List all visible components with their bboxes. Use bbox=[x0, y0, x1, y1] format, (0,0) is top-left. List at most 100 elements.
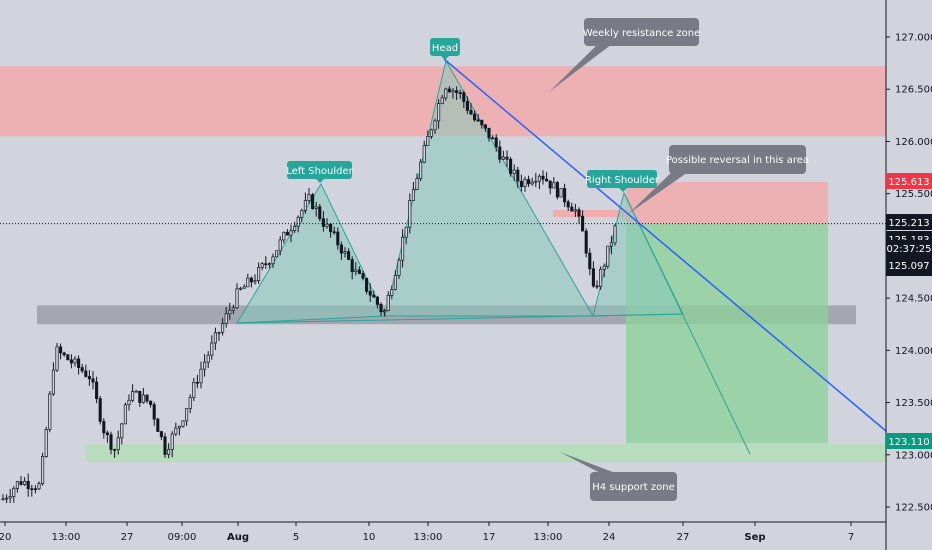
candle-body bbox=[181, 420, 185, 427]
right-shoulder-label[interactable]: Right Shoulder bbox=[585, 170, 660, 192]
svg-text:Head: Head bbox=[432, 43, 458, 54]
candle-body bbox=[217, 331, 221, 334]
x-tick-label: 27 bbox=[121, 532, 134, 543]
candle-body bbox=[278, 239, 282, 252]
candle-body bbox=[530, 181, 534, 185]
candle-body bbox=[282, 231, 286, 241]
candle-body bbox=[321, 218, 325, 227]
x-tick-label: 27 bbox=[677, 532, 690, 543]
candle-body bbox=[37, 483, 41, 490]
candle-body bbox=[422, 145, 426, 163]
candle-body bbox=[505, 156, 509, 160]
svg-text:Possible reversal in this area: Possible reversal in this area bbox=[666, 155, 809, 166]
svg-text:Left Shoulder: Left Shoulder bbox=[286, 166, 353, 177]
candle-body bbox=[465, 101, 469, 111]
candle-body bbox=[368, 291, 372, 296]
y-tick-label: 123.500 bbox=[895, 398, 932, 409]
candle-body bbox=[516, 169, 520, 182]
candle-body bbox=[192, 381, 196, 398]
candle-body bbox=[8, 496, 12, 499]
candle-body bbox=[419, 161, 423, 179]
candle-body bbox=[527, 179, 531, 185]
head-label[interactable]: Head bbox=[430, 38, 460, 60]
candle-body bbox=[458, 92, 462, 94]
candle-body bbox=[235, 288, 239, 309]
candle-body bbox=[285, 231, 289, 236]
price-badge bbox=[886, 240, 932, 276]
candle-body bbox=[552, 182, 556, 189]
candle-body bbox=[26, 480, 30, 490]
x-tick-label: 13:00 bbox=[52, 532, 81, 543]
x-tick-label: 10 bbox=[363, 532, 376, 543]
price-badge bbox=[886, 214, 932, 230]
candle-body bbox=[98, 398, 102, 422]
candle-body bbox=[199, 368, 203, 384]
x-tick-label: 13:00 bbox=[534, 532, 563, 543]
target-zone bbox=[626, 223, 828, 444]
candle-body bbox=[62, 352, 66, 356]
candle-body bbox=[375, 296, 379, 305]
candle-body bbox=[293, 225, 297, 232]
candle-body bbox=[206, 354, 210, 363]
candle-body bbox=[541, 175, 545, 180]
candle-body bbox=[242, 286, 246, 289]
candle-body bbox=[113, 449, 117, 451]
candle-body bbox=[12, 488, 16, 497]
candle-body bbox=[390, 289, 394, 296]
candle-body bbox=[213, 332, 217, 344]
y-tick-label: 122.500 bbox=[895, 503, 932, 514]
candle-body bbox=[519, 180, 523, 187]
candle-body bbox=[577, 209, 581, 217]
candle-body bbox=[224, 313, 228, 324]
candle-body bbox=[55, 346, 59, 371]
candle-body bbox=[433, 120, 437, 131]
candle-body bbox=[163, 436, 167, 455]
candle-body bbox=[300, 210, 304, 218]
candle-body bbox=[512, 169, 516, 174]
left-shoulder-triangle bbox=[236, 182, 386, 324]
candle-body bbox=[260, 263, 264, 268]
candle-body bbox=[44, 429, 48, 457]
y-tick-label: 126.500 bbox=[895, 85, 932, 96]
h4-support-callout[interactable]: H4 support zone bbox=[560, 452, 677, 501]
y-tick-label: 124.500 bbox=[895, 294, 932, 305]
candle-body bbox=[573, 209, 577, 212]
candle-body bbox=[185, 408, 189, 422]
weekly-resistance-callout[interactable]: Weekly resistance zone bbox=[549, 18, 700, 92]
candle-body bbox=[555, 182, 559, 198]
candle-body bbox=[462, 92, 466, 102]
candle-body bbox=[246, 277, 250, 288]
candle-body bbox=[264, 263, 268, 266]
candle-body bbox=[343, 251, 347, 254]
candle-body bbox=[15, 481, 19, 489]
candle-body bbox=[84, 370, 88, 377]
candle-body bbox=[491, 137, 495, 140]
candle-body bbox=[159, 431, 163, 438]
candle-body bbox=[221, 323, 225, 333]
candle-body bbox=[253, 280, 257, 283]
candle-body bbox=[303, 200, 307, 211]
left-shoulder-label[interactable]: Left Shoulder bbox=[286, 161, 354, 183]
candle-body bbox=[231, 307, 235, 311]
x-tick-label: 5 bbox=[293, 532, 299, 543]
price-badge-label: 125.213 bbox=[888, 218, 929, 229]
candle-body bbox=[318, 206, 322, 220]
price-badge-label: 125.613 bbox=[888, 177, 929, 188]
x-tick-label: 7 bbox=[848, 532, 854, 543]
candle-body bbox=[156, 418, 160, 432]
candle-body bbox=[170, 433, 174, 450]
candle-body bbox=[5, 497, 9, 500]
candle-body bbox=[311, 194, 315, 209]
candle-body bbox=[329, 223, 333, 233]
candles bbox=[1, 86, 617, 504]
candle-body bbox=[444, 88, 448, 99]
candle-body bbox=[354, 269, 358, 272]
candle-body bbox=[123, 404, 127, 425]
reversal-callout[interactable]: Possible reversal in this area bbox=[628, 145, 809, 214]
candle-body bbox=[437, 103, 441, 122]
candle-body bbox=[350, 259, 354, 272]
candle-body bbox=[77, 358, 81, 368]
descending-trendline[interactable] bbox=[443, 58, 887, 432]
